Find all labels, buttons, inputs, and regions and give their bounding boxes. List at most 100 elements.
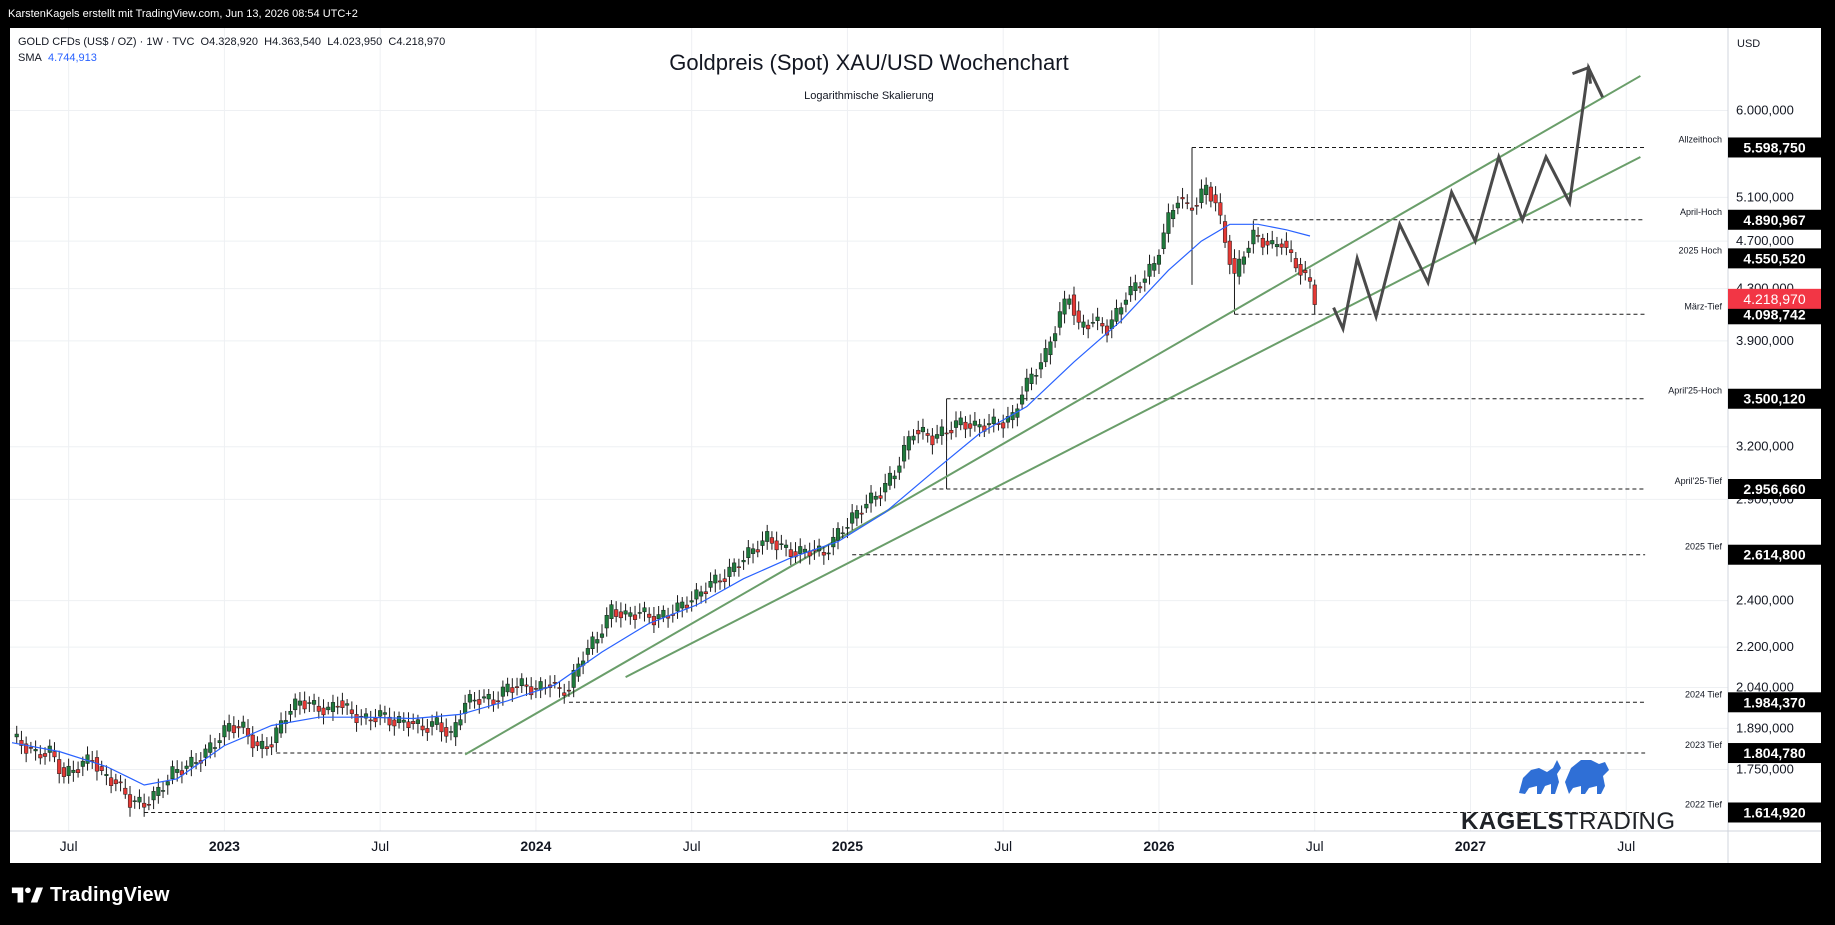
candle-body (1260, 237, 1265, 248)
candle-body (1307, 277, 1313, 282)
candle-body (864, 503, 869, 509)
candle-body (38, 754, 43, 759)
candle-body (1251, 229, 1256, 245)
candle-body (911, 435, 916, 441)
candle-body (529, 686, 534, 696)
tradingview-footer[interactable]: TradingView (10, 878, 170, 912)
level-label: 2025 Hoch (1678, 245, 1722, 255)
candle-body (689, 600, 694, 603)
candle-body (793, 551, 798, 558)
candle-body (1274, 244, 1280, 248)
candle-body (722, 578, 727, 582)
tradingview-brand[interactable]: TradingView (50, 883, 170, 906)
sma-label[interactable]: SMA (18, 52, 42, 64)
currency-label[interactable]: USD (1737, 38, 1761, 50)
candle-body (283, 720, 288, 724)
candle-body (1265, 240, 1270, 246)
candle-body (953, 420, 959, 428)
level-label: Allzeithoch (1678, 134, 1722, 144)
candle-body (854, 510, 859, 519)
attribution-text: KarstenKagels erstellt mit TradingView.c… (8, 8, 358, 20)
x-tick-label: 2024 (520, 838, 551, 854)
candle-body (1133, 282, 1138, 291)
candle-body (349, 709, 354, 714)
candle-body (340, 700, 345, 708)
candle-body (779, 543, 784, 546)
candle-body (784, 544, 789, 548)
level-label: 2022 Tief (1685, 799, 1723, 809)
candle-body (288, 711, 293, 715)
candle-body (774, 540, 779, 551)
candle-body (571, 669, 576, 688)
candle-body (1213, 194, 1218, 204)
y-tick-label: 3.200,000 (1736, 439, 1794, 454)
candle-body (1095, 316, 1100, 321)
candle-body (845, 527, 850, 529)
candle-body (717, 580, 723, 583)
x-tick-label: Jul (1617, 838, 1635, 854)
brand-text: KAGELSTRADING (1461, 808, 1676, 836)
candle-body (33, 749, 38, 752)
candle-body (52, 751, 57, 758)
candle-body (1038, 362, 1044, 370)
sma-line (11, 223, 1311, 786)
candle-body (448, 731, 454, 733)
forecast-arrow-head (1571, 65, 1592, 84)
candle-body (1241, 256, 1246, 265)
candle-body (562, 692, 567, 696)
candle-body (297, 700, 302, 706)
candle-body (741, 559, 746, 563)
candle-body (42, 753, 48, 757)
candle-body (675, 602, 680, 612)
candle-body (727, 566, 732, 577)
chart-frame[interactable]: 6.000,000 5.100,000 4.700,000 4.300,000 3.90… (10, 28, 1821, 863)
level-value-text: 4.550,520 (1743, 250, 1805, 266)
candle-body (1256, 235, 1261, 237)
candle-body (411, 721, 416, 724)
level-value-text: 1.614,920 (1743, 804, 1805, 820)
candle-body (656, 614, 661, 619)
candle-body (1071, 294, 1077, 316)
chart-svg[interactable]: 6.000,0005.100,0004.700,0004.300,0003.90… (10, 28, 1821, 863)
level-label: 2023 Tief (1685, 740, 1723, 750)
x-tick-label: Jul (683, 838, 701, 854)
candle-body (930, 435, 935, 446)
candle-body (826, 552, 831, 555)
candle-body (123, 787, 128, 795)
candle-body (1100, 323, 1105, 327)
candle-body (335, 705, 340, 708)
candle-body (623, 610, 628, 615)
candle-body (618, 611, 623, 619)
candle-body (61, 767, 66, 777)
candle-body (321, 707, 326, 716)
candle-body (750, 548, 756, 554)
tradingview-logo-icon[interactable] (10, 883, 44, 907)
symbol-legend[interactable]: GOLD CFDs (US$ / OZ) · 1W · TVC O4.328,9… (18, 34, 445, 66)
candle-body (746, 547, 751, 559)
ohlc-high: H4.363,540 (264, 36, 322, 48)
candle-body (1171, 210, 1176, 220)
candle-body (203, 748, 208, 758)
candle-body (963, 421, 968, 430)
candle-body (165, 781, 170, 786)
candle-body (736, 566, 741, 569)
candle-body (269, 744, 274, 748)
candle-body (769, 537, 774, 544)
candle-body (113, 779, 118, 785)
candle-body (14, 733, 19, 738)
candle-body (1005, 416, 1010, 423)
level-label: 2025 Tief (1685, 542, 1723, 552)
trendline (625, 156, 1641, 679)
candle-body (510, 687, 515, 693)
level-label: März-Tief (1684, 301, 1722, 311)
level-label: April'25-Hoch (1668, 386, 1722, 396)
candle-body (477, 699, 482, 705)
candle-body (661, 609, 666, 618)
candle-body (463, 702, 468, 714)
symbol-name[interactable]: GOLD CFDs (US$ / OZ) · 1W · TVC (18, 36, 195, 48)
candle-body (902, 444, 907, 462)
candle-body (151, 791, 156, 801)
candle-body (632, 614, 638, 620)
candle-body (878, 495, 883, 499)
level-value-text: 1.984,370 (1743, 694, 1805, 710)
